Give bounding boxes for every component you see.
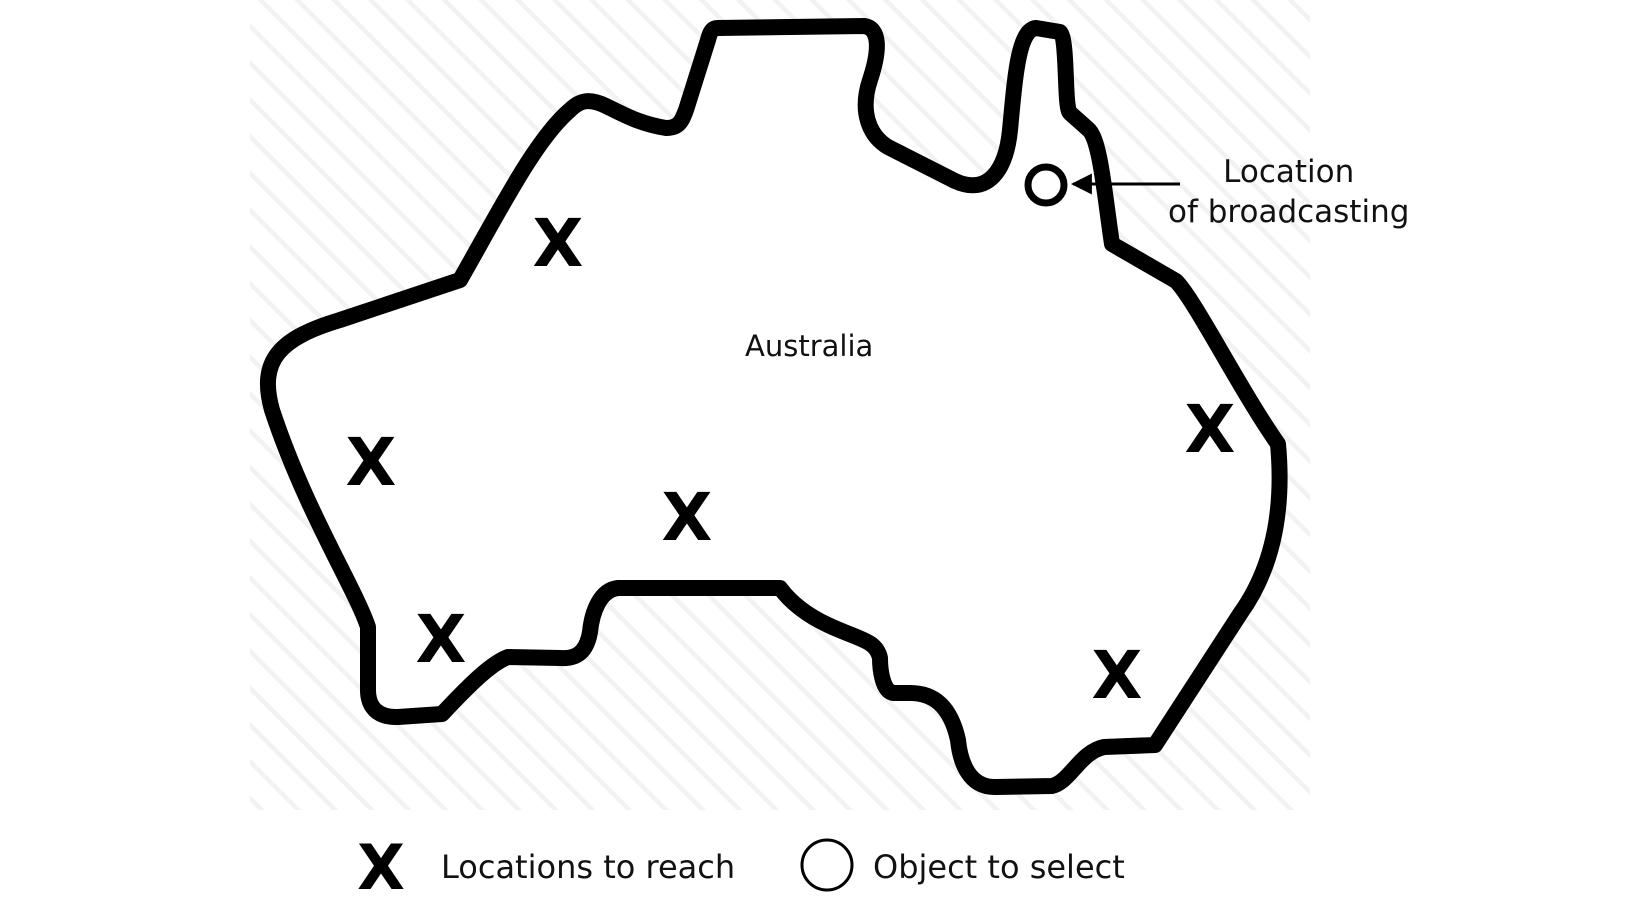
legend-circle-label: Object to select: [873, 848, 1125, 886]
australia-outline: [260, 18, 1288, 795]
target-marker-south-east: X: [1091, 637, 1143, 714]
legend-circle-icon: [800, 838, 854, 892]
target-marker-east: X: [1184, 391, 1236, 468]
legend-x-icon: X: [357, 831, 405, 904]
target-marker-south-west: X: [415, 601, 467, 678]
target-marker-north-west: X: [532, 205, 584, 282]
country-label: Australia: [745, 329, 874, 363]
target-marker-west: X: [345, 424, 397, 501]
broadcast-location-label: Location of broadcasting: [1168, 154, 1410, 230]
broadcast-location-icon: [1024, 163, 1068, 207]
target-marker-central: X: [661, 479, 713, 556]
legend-x-label: Locations to reach: [441, 848, 736, 886]
